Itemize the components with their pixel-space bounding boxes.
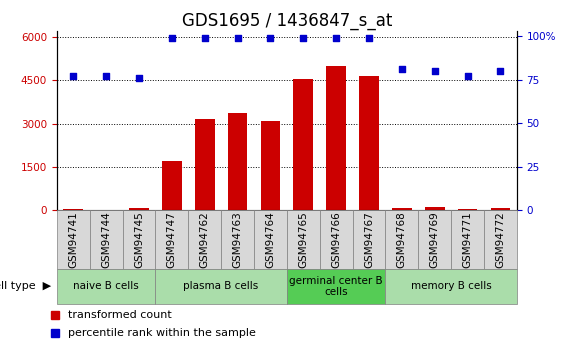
Point xyxy=(332,36,341,41)
Bar xyxy=(57,210,90,269)
Point xyxy=(430,68,439,74)
Text: GSM94771: GSM94771 xyxy=(462,211,473,268)
Text: GSM94747: GSM94747 xyxy=(167,211,177,268)
Text: GSM94762: GSM94762 xyxy=(200,211,210,268)
Text: GSM94766: GSM94766 xyxy=(331,211,341,268)
Point xyxy=(496,68,505,74)
Text: GSM94765: GSM94765 xyxy=(298,211,308,268)
Text: GSM94767: GSM94767 xyxy=(364,211,374,268)
Bar xyxy=(353,210,386,269)
Point xyxy=(299,36,308,41)
Bar xyxy=(425,207,445,210)
Text: percentile rank within the sample: percentile rank within the sample xyxy=(69,328,256,338)
Point xyxy=(463,74,472,79)
Bar xyxy=(221,210,254,269)
Text: germinal center B
cells: germinal center B cells xyxy=(289,276,383,297)
Bar xyxy=(359,76,379,210)
Text: GSM94769: GSM94769 xyxy=(430,211,440,268)
Bar xyxy=(392,208,412,210)
Point xyxy=(233,36,242,41)
Bar xyxy=(156,210,188,269)
Bar xyxy=(326,66,346,210)
Text: GSM94763: GSM94763 xyxy=(232,211,243,268)
Bar xyxy=(418,210,451,269)
Bar xyxy=(451,210,484,269)
Point xyxy=(135,76,144,81)
Text: cell type  ▶: cell type ▶ xyxy=(0,282,51,291)
Bar xyxy=(458,209,478,210)
Bar xyxy=(287,210,320,269)
Bar xyxy=(188,210,221,269)
Bar xyxy=(162,161,182,210)
Point xyxy=(167,36,176,41)
Bar xyxy=(254,210,287,269)
Bar xyxy=(386,210,418,269)
Point xyxy=(102,74,111,79)
Bar xyxy=(261,121,280,210)
Bar xyxy=(491,208,510,210)
Bar xyxy=(57,269,156,304)
Bar xyxy=(386,269,517,304)
Bar xyxy=(123,210,156,269)
Bar xyxy=(484,210,517,269)
Bar xyxy=(96,209,116,210)
Bar xyxy=(294,79,313,210)
Bar xyxy=(195,119,215,210)
Bar xyxy=(228,113,248,210)
Point xyxy=(397,67,406,72)
Text: transformed count: transformed count xyxy=(69,310,172,320)
Point xyxy=(266,36,275,41)
Title: GDS1695 / 1436847_s_at: GDS1695 / 1436847_s_at xyxy=(182,12,392,30)
Bar xyxy=(156,269,287,304)
Text: GSM94772: GSM94772 xyxy=(495,211,506,268)
Bar xyxy=(90,210,123,269)
Text: GSM94764: GSM94764 xyxy=(265,211,275,268)
Text: plasma B cells: plasma B cells xyxy=(183,282,259,291)
Point xyxy=(200,36,209,41)
Text: GSM94745: GSM94745 xyxy=(134,211,144,268)
Text: GSM94744: GSM94744 xyxy=(101,211,111,268)
Text: GSM94741: GSM94741 xyxy=(68,211,78,268)
Point xyxy=(69,74,78,79)
Text: memory B cells: memory B cells xyxy=(411,282,491,291)
Bar xyxy=(320,210,353,269)
Bar xyxy=(129,208,149,210)
Bar xyxy=(64,209,83,210)
Point xyxy=(365,36,374,41)
Text: GSM94768: GSM94768 xyxy=(397,211,407,268)
Bar xyxy=(287,269,386,304)
Text: naive B cells: naive B cells xyxy=(73,282,139,291)
